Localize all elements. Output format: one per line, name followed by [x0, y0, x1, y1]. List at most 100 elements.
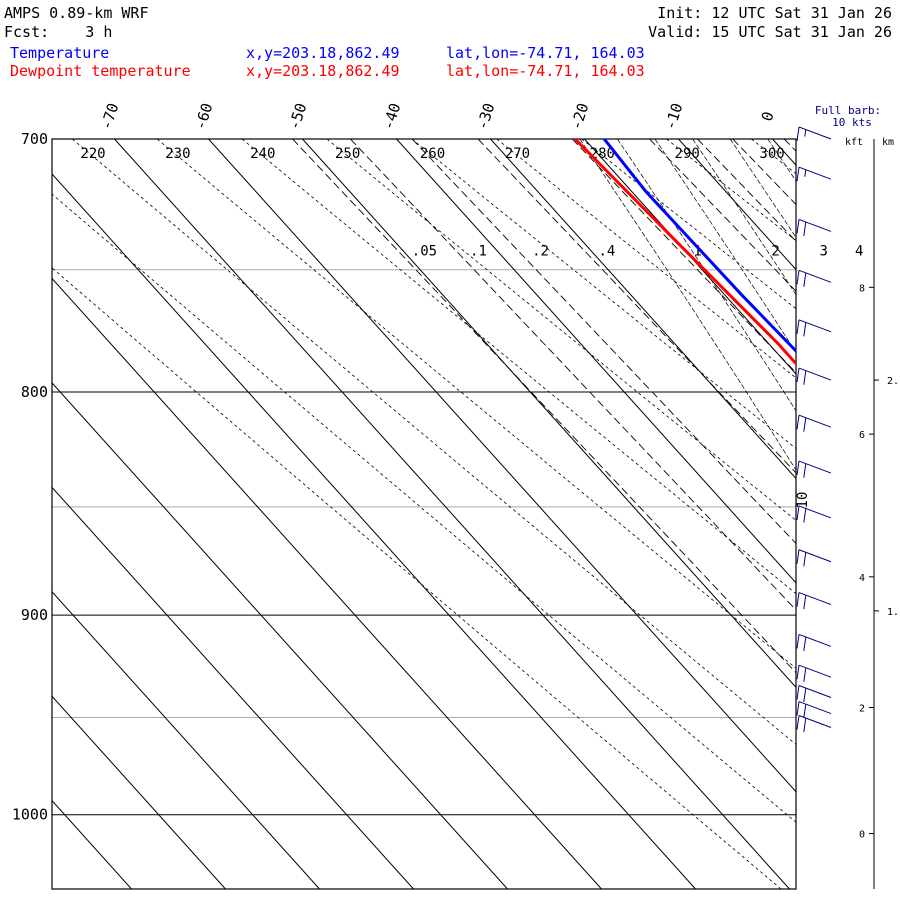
dewpoint-temperature-trace: [574, 139, 796, 366]
pressure-tick-label: 800: [21, 383, 48, 401]
isotherm-line: [867, 139, 900, 889]
wind-barb-staff: [798, 269, 832, 283]
legend-temperature-xy: x,y=203.18,862.49: [246, 44, 400, 62]
dry-adiabat-line: [241, 139, 796, 595]
isotherm-line: [302, 139, 796, 689]
isotherm-label-10: 10: [795, 492, 811, 509]
forecast-hour: Fcst: 3 h: [4, 23, 112, 41]
wind-barb-full: [796, 219, 800, 234]
dry-adiabat-line: [496, 139, 796, 379]
isotherm-line: [52, 591, 320, 889]
isotherm-label: -40: [379, 101, 404, 132]
isotherm-line: [52, 695, 226, 889]
legend-temperature-latlon: lat,lon=-74.71, 164.03: [446, 44, 645, 62]
wind-barb-staff: [798, 715, 832, 728]
wind-barb-full: [796, 701, 800, 716]
moist-adiabat-line: [881, 139, 900, 889]
wind-barb-full: [803, 463, 807, 478]
dry-adiabat-line: [411, 139, 796, 450]
plot-frame: [51, 138, 797, 890]
isotherm-line: [584, 139, 796, 375]
dry-adiabat-label: 240: [250, 146, 275, 162]
wind-barb-full: [796, 126, 800, 142]
wind-barb-full: [803, 717, 807, 733]
dry-adiabat-label: 300: [759, 146, 784, 162]
isotherm-label: -50: [285, 101, 310, 132]
dry-adiabat-line: [156, 139, 796, 669]
mixing-ratio-label: .4: [598, 244, 615, 260]
wind-barb-staff: [798, 701, 832, 715]
wind-barb-full: [796, 715, 800, 730]
kft-tick-label: 4: [859, 573, 865, 584]
mixing-ratio-label: 3: [820, 244, 828, 260]
mixing-ratio-line: [350, 139, 796, 611]
mixing-ratio-line: [571, 139, 796, 374]
wind-barb-full: [803, 370, 807, 385]
moist-adiabat-line: [843, 139, 900, 889]
legend-dewpoint-latlon: lat,lon=-74.71, 164.03: [446, 62, 645, 80]
kft-tick-label: 6: [859, 430, 865, 441]
wind-barb-full: [796, 549, 800, 564]
temperature-trace: [603, 139, 796, 354]
sounding-traces: [574, 139, 796, 366]
dry-adiabat-line: [52, 267, 782, 889]
wind-barb-full: [796, 415, 800, 430]
mixing-ratio-lines: [292, 139, 796, 674]
wind-barb-staff: [798, 664, 832, 678]
isotherm-label: -60: [191, 101, 216, 132]
fcst-value: 3 h: [85, 23, 113, 41]
wind-barbs: Full barb:10 kts: [796, 104, 881, 733]
km-label: km: [882, 137, 894, 148]
isotherms: [52, 139, 900, 889]
kft-label: kft: [845, 137, 863, 148]
wind-barb-full: [796, 634, 800, 649]
wind-barb-full: [796, 270, 800, 285]
wind-barb-full: [796, 319, 800, 334]
kft-tick-label: 8: [859, 283, 865, 294]
moist-adiabat-line: [654, 139, 796, 353]
mixing-ratio-label: 4: [855, 244, 863, 260]
wind-barb-staff: [798, 218, 832, 232]
wind-barb-full: [803, 687, 807, 703]
wind-barb-staff: [798, 367, 832, 381]
wind-barb-full: [803, 508, 807, 523]
isotherm-label: -30: [473, 101, 498, 132]
minor-pressure-gridlines: [52, 269, 796, 719]
legend-temperature-name: Temperature: [10, 44, 110, 62]
mixing-ratio-label: 1: [693, 244, 701, 260]
dry-adiabat-label: 230: [165, 146, 190, 162]
mixing-ratio-label: .05: [412, 244, 437, 260]
fcst-label: Fcst:: [4, 23, 50, 41]
mixing-ratio-line: [292, 139, 796, 674]
valid-value: 15 UTC Sat 31 Jan 26: [711, 23, 892, 41]
wind-barb-full: [796, 505, 800, 520]
wind-barb-staff: [798, 633, 832, 647]
init-value: 12 UTC Sat 31 Jan 26: [711, 4, 892, 22]
wind-barb-full: [796, 368, 800, 383]
dry-adiabat-line: [52, 193, 796, 823]
wind-barb-half: [804, 169, 807, 177]
isotherm-label: -70: [97, 101, 122, 132]
wind-barb-staff: [798, 549, 832, 563]
km-tick-label: 1.: [887, 607, 899, 618]
isotherm-line: [52, 173, 696, 889]
moist-adiabats: [579, 139, 900, 889]
wind-barb-full: [796, 461, 800, 476]
pressure-tick-label: 1000: [12, 806, 48, 824]
wind-barb-full: [803, 417, 807, 432]
pressure-tick-label: 900: [21, 606, 48, 624]
wind-barb-full: [803, 595, 807, 610]
barb-legend-line1: Full barb:: [815, 104, 881, 117]
kft-tick-label: 2: [859, 704, 865, 715]
isotherm-line: [52, 382, 508, 889]
moist-adiabat-line: [579, 139, 796, 471]
height-axis: kft km 0 2 4 6 8 1. 2.: [845, 137, 899, 889]
wind-barb-full: [803, 667, 807, 682]
wind-barb-full: [803, 272, 807, 287]
mixing-ratio-line: [649, 139, 796, 292]
mixing-ratio-label: .2: [532, 244, 549, 260]
wind-barb-staff: [798, 592, 832, 606]
dry-adiabat-label: 220: [80, 146, 105, 162]
isotherm-label: 0: [758, 109, 778, 123]
wind-barb-staff: [798, 319, 832, 333]
